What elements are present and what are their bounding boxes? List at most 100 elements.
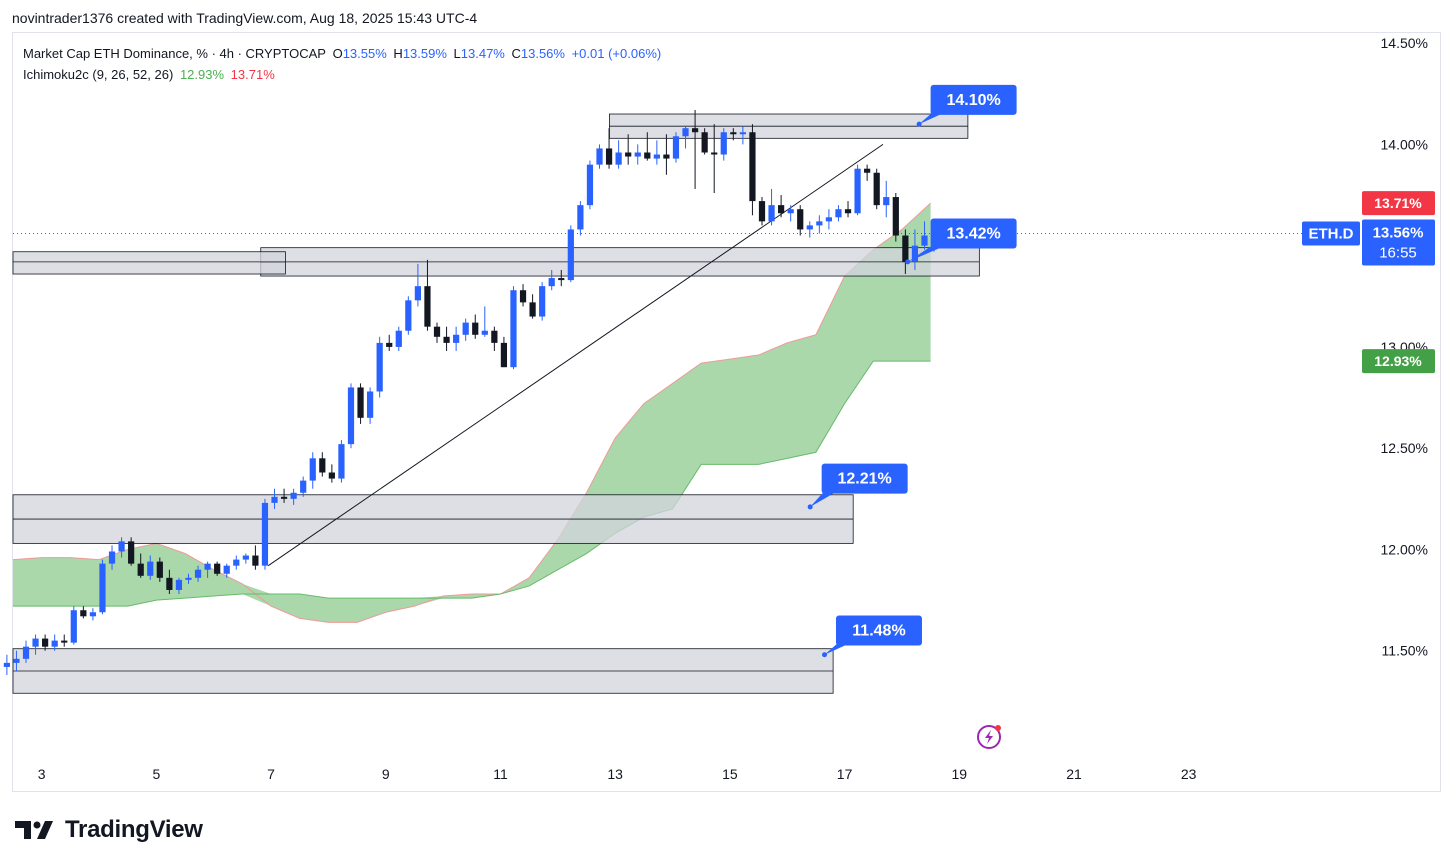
indicator-value-1: 12.93% [179,67,225,82]
symbol-badge[interactable] [1302,221,1360,246]
candle-body [185,577,192,580]
candle-body [261,502,269,566]
candle-body [433,326,441,337]
candle-body [491,330,498,343]
target-box[interactable] [930,218,1017,249]
candle-body [453,334,460,343]
candle-body [768,205,775,222]
candle-body [3,662,10,667]
x-tick-label: 3 [38,766,46,782]
candle-body [204,563,211,570]
candle-body [835,209,842,218]
x-tick-label: 13 [607,766,623,782]
target-anchor-dot [905,259,911,265]
x-tick-label: 11 [493,766,508,782]
candle-body [462,322,469,335]
x-tick-label: 5 [152,766,160,782]
candle-body [166,577,173,590]
candle-body [739,132,746,135]
candle-body [711,152,718,155]
candle-body [825,217,833,222]
candle-body [548,278,555,287]
target-label: 12.21% [838,471,892,488]
candle-body [663,154,670,159]
y-tick-label: 14.50% [1381,35,1428,51]
y-tick-label: 12.50% [1381,440,1428,456]
candle-body [558,278,565,281]
candle-body [414,286,422,301]
candle-body [653,154,660,159]
target-box[interactable] [835,615,922,646]
candle-body [128,541,135,564]
target-label: 14.10% [946,92,1000,109]
symbol-name: Market Cap ETH Dominance, % · 4h · CRYPT… [23,46,326,61]
candle-body [357,387,364,418]
candle-body [42,638,49,647]
candle-body [625,152,632,157]
candle-body [319,458,326,473]
candle-body [720,132,727,155]
indicator-value-2: 13.71% [230,67,275,82]
candle-body [586,164,594,206]
candle-body [644,152,651,159]
last-price-badge[interactable] [1362,219,1435,266]
candle-body [13,658,20,663]
candle-body [510,290,517,368]
candle-body [806,225,813,230]
tradingview-logo-text: TradingView [65,816,203,843]
trendline[interactable] [267,143,884,567]
x-axis: 3 5 7 9 11 13 15 17 19 21 23 [38,766,1197,782]
close-label: C [511,46,521,61]
target-labels: 14.10% 13.42% 12.21% 11.48% [807,84,1017,658]
candle-body [634,152,641,157]
x-tick-label: 19 [951,766,967,782]
candle-body [472,322,479,335]
price-badges: 13.71% ETH.D 13.56% 16:55 12.93% [1302,191,1435,374]
candle-body [519,290,527,303]
open-label: O [332,46,343,61]
support-resistance-zones [12,113,980,694]
high-label: H [393,46,403,61]
low-value: 13.47% [460,46,505,61]
x-tick-label: 15 [722,766,738,782]
cloud-top-badge[interactable] [1362,191,1435,216]
candle-body [80,610,87,617]
tradingview-logo[interactable]: TradingView [15,816,203,844]
target-anchor-dot [916,121,922,127]
candle-body [223,565,230,574]
indicator-legend[interactable]: Ichimoku2c (9, 26, 52, 26) 12.93% 13.71% [23,67,278,82]
candle-body [424,286,431,327]
target-pointer [810,487,844,507]
candle-body [577,205,584,230]
trendline-group [267,143,884,567]
candle-body [481,330,488,335]
candle-body [778,205,785,214]
candle-body [864,168,871,173]
candle-body [338,444,345,479]
candle-body [921,235,928,246]
candle-body [787,209,794,214]
candle-body [567,229,574,281]
candle-body [328,472,335,479]
symbol-legend[interactable]: Market Cap ETH Dominance, % · 4h · CRYPT… [23,46,664,61]
candles-group [3,109,938,676]
y-tick-label: 11.50% [1382,643,1428,659]
candle-body [175,579,183,590]
replay-icon[interactable] [977,725,1001,749]
candle-body [844,209,852,214]
candle-body [300,480,307,493]
target-box[interactable] [930,84,1017,115]
cloud-span-b-line [13,360,931,607]
candle-body [529,302,536,317]
candle-body [61,640,68,643]
candle-body [194,569,202,578]
candle-body [89,612,97,617]
cloud-bottom-badge[interactable] [1362,349,1435,374]
cloud-top-badge-text: 13.71% [1374,195,1422,211]
zone-box[interactable] [12,251,286,275]
candle-body [883,197,890,206]
x-tick-label: 7 [267,766,275,782]
target-box[interactable] [821,463,908,494]
countdown-text: 16:55 [1379,245,1417,262]
